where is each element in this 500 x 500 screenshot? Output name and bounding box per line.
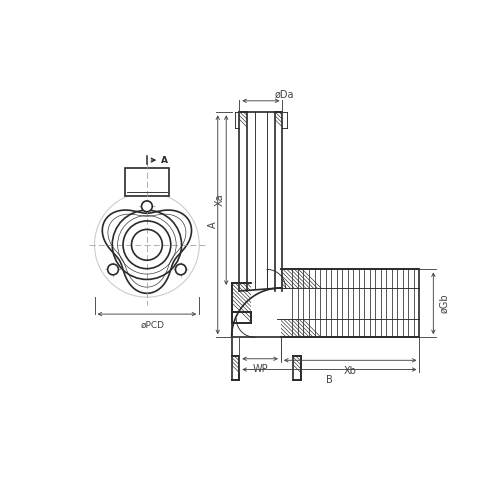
Polygon shape xyxy=(232,356,239,380)
Circle shape xyxy=(108,264,118,275)
Polygon shape xyxy=(281,318,419,337)
Text: øPCD: øPCD xyxy=(141,320,165,330)
Text: Xa: Xa xyxy=(214,194,224,206)
Circle shape xyxy=(176,264,186,275)
Polygon shape xyxy=(124,168,169,196)
Polygon shape xyxy=(274,112,282,291)
Text: øDa: øDa xyxy=(274,90,293,100)
Text: B: B xyxy=(326,375,333,385)
Polygon shape xyxy=(293,356,301,380)
Polygon shape xyxy=(232,284,251,323)
Text: A: A xyxy=(161,156,168,164)
Text: A: A xyxy=(208,222,218,228)
Polygon shape xyxy=(281,270,419,288)
Text: Xb: Xb xyxy=(344,366,356,376)
Polygon shape xyxy=(102,210,192,294)
Text: WP: WP xyxy=(252,364,268,374)
Circle shape xyxy=(142,201,152,211)
Polygon shape xyxy=(240,112,247,291)
Text: øGb: øGb xyxy=(440,294,450,313)
